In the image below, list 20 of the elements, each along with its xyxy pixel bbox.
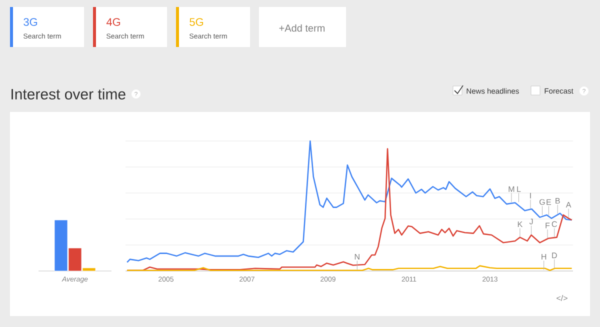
annotation: C [552,221,557,227]
annotation: D [552,252,557,258]
annotation: I [530,192,531,198]
annotation: H [542,254,546,260]
annotation: E [546,199,552,205]
annotation: J [529,218,533,224]
annotation: G [540,199,545,205]
text: </> [556,295,568,301]
text: 4G [106,18,120,26]
annotation: B [556,198,560,204]
text: +Add term [279,24,325,32]
annotation: L [517,186,521,192]
annotation: N [354,254,360,260]
annotation: M [508,186,514,192]
text: 3G [24,18,38,26]
chart-title: Interest over time [12,88,126,100]
text: 5G [190,18,204,26]
annotation: A [566,202,572,208]
annotation: F [546,222,550,228]
annotation: K [518,221,523,227]
